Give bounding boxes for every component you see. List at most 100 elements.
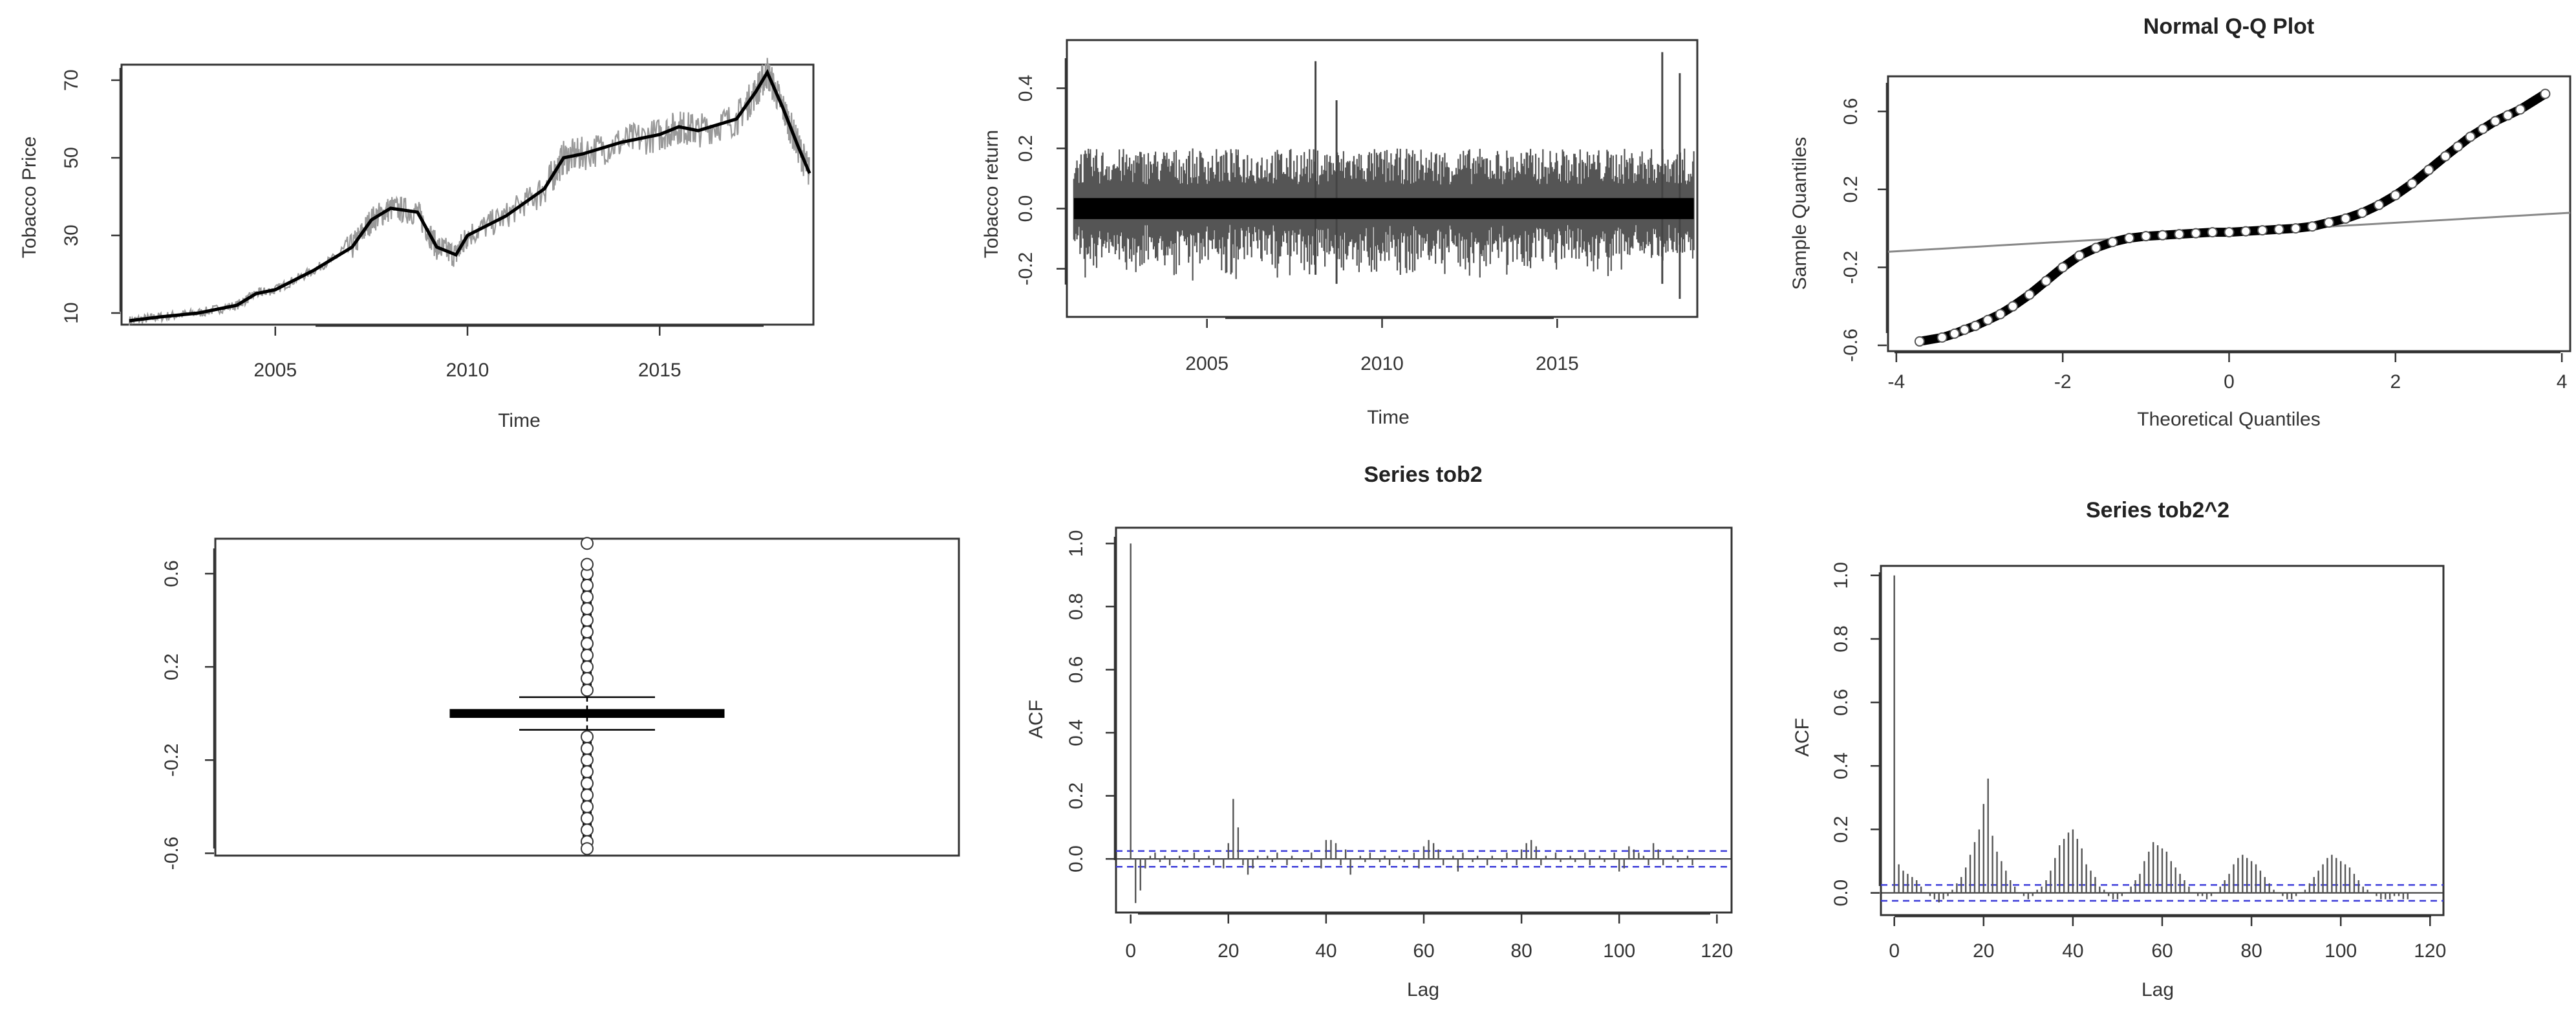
acf-tob2-plot-frame [1115, 526, 1733, 914]
acf-tob2-y-tick-label: 0.2 [1066, 783, 1087, 810]
box-outlier [581, 557, 594, 571]
return-x-tick-label: 2005 [1185, 353, 1229, 374]
qq-point [2140, 231, 2151, 242]
acf-tob2sq-y-tick-label: 0.2 [1830, 816, 1852, 843]
qq-point [1949, 328, 1960, 339]
qq-point [2273, 224, 2284, 235]
qq-point [2090, 243, 2101, 254]
return-x-tick-label: 2015 [1536, 353, 1579, 374]
acf-tob2-y-tick-label: 1.0 [1066, 530, 1087, 557]
qq-point [2540, 89, 2551, 100]
price-y-tick-label: 70 [61, 69, 82, 91]
qq-point [2357, 207, 2368, 218]
qq-point [2174, 229, 2185, 240]
acf-tob2sq-y-label: ACF [1792, 718, 1813, 757]
box-marks [449, 537, 725, 856]
qq-x-label: Theoretical Quantiles [2137, 409, 2320, 430]
return-y-tick-label: -0.2 [1015, 252, 1036, 286]
return-y-tick-label: 0.0 [1015, 195, 1036, 222]
qq-x-tick-label: -2 [2054, 371, 2072, 393]
acf-tob2-y-label: ACF [1025, 700, 1047, 739]
qq-point [2323, 217, 2334, 228]
acf-tob2-x-tick-label: 100 [1603, 940, 1635, 962]
qq-point [2390, 189, 2401, 200]
qq-x-ticks: -4 -2 0 2 4 [1888, 353, 2567, 393]
price-x-tick-label: 2010 [446, 360, 489, 381]
return-y-label: Tobacco return [981, 130, 1002, 258]
box-outlier [581, 812, 594, 825]
acf-tob2sq-x-tick-label: 120 [2414, 940, 2446, 962]
qq-y-tick-label: 0.6 [1840, 98, 1862, 125]
box-outlier [581, 637, 594, 651]
box-outlier [581, 579, 594, 592]
qq-point [2502, 110, 2513, 121]
acf-tob2sq-panel: Series tob2^2 0 20 40 60 80 100 120 0.00.20.40… [1792, 498, 2446, 1000]
box-outlier [581, 765, 594, 779]
box-outlier [581, 788, 594, 802]
price-series [128, 58, 811, 326]
qq-x-tick-label: 0 [2224, 371, 2235, 393]
acf-tob2-title: Series tob2 [1364, 462, 1482, 487]
qq-point [2423, 164, 2434, 175]
price-x-tick-label: 2005 [253, 360, 297, 381]
box-panel: -0.6 -0.2 0.2 0.6 [161, 537, 960, 870]
qq-point [2207, 227, 2218, 238]
acf-tob2sq-x-tick-label: 100 [2324, 940, 2357, 962]
box-outlier [581, 684, 594, 697]
qq-point [2041, 276, 2052, 286]
acf-tob2sq-y-tick-label: 0.6 [1830, 689, 1852, 716]
acf-tob2sq-x-tick-label: 0 [1889, 940, 1900, 962]
qq-point [2240, 226, 2251, 237]
acf-tob2sq-x-label: Lag [2141, 979, 2174, 1000]
acf-tob2sq-plot-frame [1880, 565, 2445, 916]
qq-point [2340, 213, 2351, 224]
qq-y-tick-label: -0.6 [1840, 329, 1862, 362]
acf-tob2sq-x-tick-label: 80 [2240, 940, 2262, 962]
price-y-tick-label: 10 [61, 302, 82, 323]
return-x-label: Time [1367, 407, 1410, 428]
box-y-tick-label: 0.6 [161, 560, 182, 587]
qq-x-tick-label: -4 [1888, 371, 1905, 393]
qq-point [2224, 227, 2235, 238]
acf-tob2-x-tick-label: 60 [1413, 940, 1434, 962]
box-outlier [581, 753, 594, 767]
qq-point [2057, 262, 2068, 273]
return-x-ticks: 2005 2010 2015 [1185, 319, 1579, 374]
acf-tob2sq-y-tick-label: 0.4 [1830, 752, 1852, 779]
price-y-label: Tobacco Price [19, 136, 40, 258]
price-panel: 2005 2010 2015 10 30 50 70 Time Tobacco Price [19, 58, 815, 431]
acf-tob2sq-x-ticks: 0 20 40 60 80 100 120 [1889, 917, 2446, 962]
box-outlier [581, 614, 594, 627]
acf-tob2-bars [1116, 543, 1732, 903]
qq-point [1970, 320, 1981, 331]
qq-point [1982, 314, 1993, 325]
qq-point [1937, 332, 1948, 343]
acf-tob2-y-ticks: 0.0 0.2 0.4 0.6 0.8 1.0 [1066, 530, 1115, 872]
box-y-ticks: -0.6 -0.2 0.2 0.6 [161, 560, 214, 870]
acf-tob2sq-bars [1881, 575, 2443, 903]
acf-tob2-y-tick-label: 0.4 [1066, 719, 1087, 746]
acf-tob2-x-tick-label: 0 [1125, 940, 1136, 962]
qq-point [2407, 178, 2418, 189]
return-core-band [1073, 198, 1694, 219]
qq-title: Normal Q-Q Plot [2143, 14, 2314, 39]
qq-y-tick-label: 0.2 [1840, 176, 1862, 203]
box-y-tick-label: 0.2 [161, 653, 182, 680]
box-outlier [581, 590, 594, 604]
qq-x-tick-label: 2 [2390, 371, 2401, 393]
price-y-tick-label: 50 [61, 147, 82, 168]
acf-tob2-x-label: Lag [1407, 979, 1439, 1000]
qq-point [2374, 199, 2385, 210]
box-y-tick-label: -0.6 [161, 837, 182, 870]
qq-point [2290, 223, 2301, 234]
box-outlier [581, 537, 594, 550]
acf-tob2sq-title: Series tob2^2 [2086, 498, 2229, 523]
price-series-line [129, 69, 811, 323]
acf-tob2sq-x-tick-label: 40 [2062, 940, 2083, 962]
acf-tob2-y-tick-label: 0.8 [1066, 593, 1087, 620]
qq-point [2191, 228, 2202, 239]
qq-point [2453, 141, 2463, 152]
acf-tob2-panel: Series tob2 0 20 40 60 80 100 120 0.0 0.2 0.4 0.6… [1025, 462, 1733, 1000]
box-outlier [581, 672, 594, 686]
